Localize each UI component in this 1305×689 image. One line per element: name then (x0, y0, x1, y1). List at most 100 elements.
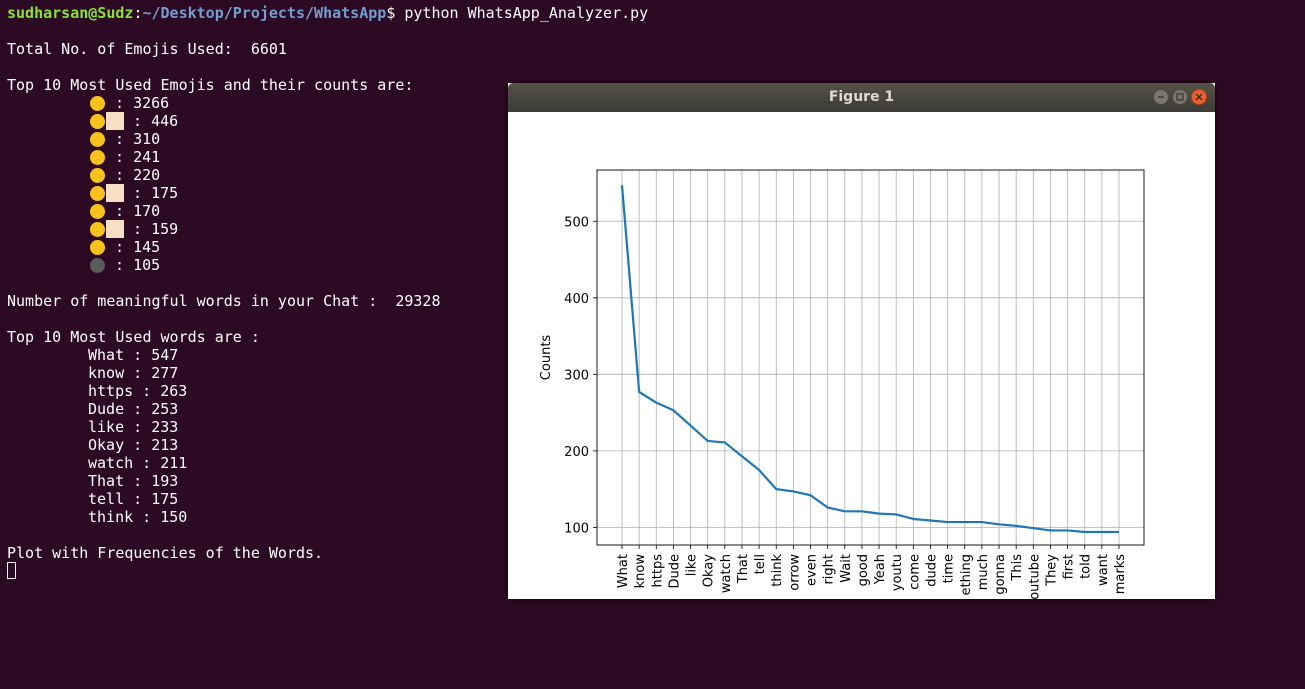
emoji-count: : 3266 (106, 94, 170, 112)
y-tick-label: 200 (564, 445, 589, 460)
x-tick-label: That (736, 554, 751, 584)
maximize-button[interactable] (1172, 89, 1188, 105)
x-tick-label: Wait (839, 554, 854, 583)
x-tick-label: want (1096, 554, 1111, 586)
word-row: https : 263 (7, 382, 1297, 400)
emoji-count: : 105 (106, 256, 161, 274)
x-tick-label: right (822, 554, 837, 585)
emoji-row: : 446 (7, 112, 1297, 130)
word-count: https : 263 (88, 382, 188, 400)
thinking-face-icon (88, 148, 106, 166)
skin-tone-icon (106, 184, 124, 202)
blank-line (7, 22, 1297, 40)
emoji-count: : 220 (106, 166, 161, 184)
prompt-symbol: $ (386, 4, 405, 22)
figure-title: Figure 1 (828, 89, 895, 105)
figure-titlebar[interactable]: Figure 1 (508, 83, 1215, 112)
x-tick-label: first (1062, 554, 1077, 579)
word-count: think : 150 (88, 508, 188, 526)
word-row: know : 277 (7, 364, 1297, 382)
cursor-line (7, 562, 1297, 580)
new-moon-face-icon (88, 256, 106, 274)
minimize-button[interactable] (1153, 89, 1169, 105)
x-tick-label: youtu (890, 554, 905, 591)
word-row: think : 150 (7, 508, 1297, 526)
x-tick-label: They (1044, 554, 1059, 587)
x-tick-label: time (942, 554, 957, 583)
terminal[interactable]: sudharsan@Sudz:~/Desktop/Projects/WhatsA… (7, 4, 1297, 580)
word-count: What : 547 (88, 346, 179, 364)
command-line: sudharsan@Sudz:~/Desktop/Projects/WhatsA… (7, 4, 1297, 22)
x-tick-label: Yeah (873, 554, 888, 585)
x-tick-label: marks (1113, 554, 1128, 595)
emoji-count: : 159 (124, 220, 179, 238)
axes-frame (596, 169, 1145, 546)
emoji-list: : 3266 : 446 : 310 : 241 : 220 : 175 : 1… (7, 94, 1297, 274)
emoji-count: : 310 (106, 130, 161, 148)
emoji-count: : 446 (124, 112, 179, 130)
plot-line: Plot with Frequencies of the Words. (7, 544, 324, 562)
y-tick-label: 500 (564, 215, 589, 230)
meaningful-words-line: Number of meaningful words in your Chat … (7, 292, 441, 310)
word-count: watch : 211 (88, 454, 188, 472)
x-tick-label: gonna (993, 554, 1008, 595)
skin-tone-icon (106, 220, 124, 238)
counts-chart: 100 200 300 400 500 What know https Dude like Okay… (539, 169, 1145, 599)
x-tick-label: This (1010, 554, 1025, 582)
word-list: What : 547 know : 277 https : 263 Dude : 25… (7, 346, 1297, 526)
word-row: Okay : 213 (7, 436, 1297, 454)
maximize-icon (1176, 93, 1184, 101)
rolling-on-floor-laughing-icon (88, 202, 106, 220)
figure-window[interactable]: Figure 1 100 200 300 400 500 What know https Dud… (508, 83, 1215, 599)
emoji-row: : 145 (7, 238, 1297, 256)
x-tick-label: think (770, 554, 785, 587)
y-axis-label: Counts (539, 335, 554, 381)
word-count: Dude : 253 (88, 400, 179, 418)
emoji-row: : 170 (7, 202, 1297, 220)
top-emojis-header: Top 10 Most Used Emojis and their counts… (7, 76, 414, 94)
close-icon (1195, 93, 1203, 101)
emoji-row: : 310 (7, 130, 1297, 148)
word-row: tell : 175 (7, 490, 1297, 508)
x-tick-label: https (650, 554, 665, 588)
x-tick-label: ething (959, 554, 974, 595)
x-tick-label: like (685, 554, 700, 576)
x-tick-label: watch (719, 554, 734, 593)
emoji-count: : 145 (106, 238, 161, 256)
y-tick-label: 400 (564, 292, 589, 307)
prompt-path: ~/Desktop/Projects/WhatsApp (142, 4, 387, 22)
word-row: What : 547 (7, 346, 1297, 364)
blank-line (7, 58, 1297, 76)
x-tick-label: much (976, 554, 991, 590)
word-count: tell : 175 (88, 490, 179, 508)
x-tick-label: good (856, 554, 871, 586)
x-tick-label: dude (924, 554, 939, 587)
x-tick-label: come (907, 554, 922, 590)
word-count: know : 277 (88, 364, 179, 382)
x-tick-label: even (805, 554, 820, 586)
word-row: watch : 211 (7, 454, 1297, 472)
word-row: Dude : 253 (7, 400, 1297, 418)
total-emojis-line: Total No. of Emojis Used: 6601 (7, 40, 287, 58)
person-facepalming-icon (88, 112, 106, 130)
face-with-open-mouth-icon (88, 238, 106, 256)
emoji-count: : 241 (106, 148, 161, 166)
face-with-monocle-icon (88, 130, 106, 148)
close-button[interactable] (1191, 89, 1207, 105)
x-tick-label: outube (1027, 554, 1042, 599)
person-raising-hand-icon (88, 184, 106, 202)
terminal-cursor (7, 562, 16, 579)
prompt-user: sudharsan@Sudz (7, 4, 134, 22)
prompt-separator: : (133, 4, 143, 22)
command-text: python WhatsApp_Analyzer.py (404, 4, 649, 22)
face-with-tears-of-joy-icon (88, 94, 106, 112)
x-tick-label: Okay (702, 554, 717, 587)
word-count: That : 193 (88, 472, 179, 490)
word-row: That : 193 (7, 472, 1297, 490)
thumbs-up-icon (88, 220, 106, 238)
x-tick-label: What (616, 554, 631, 588)
word-row: like : 233 (7, 418, 1297, 436)
emoji-row: : 105 (7, 256, 1297, 274)
x-tick-label: orrow (787, 554, 802, 591)
word-count: Okay : 213 (88, 436, 179, 454)
